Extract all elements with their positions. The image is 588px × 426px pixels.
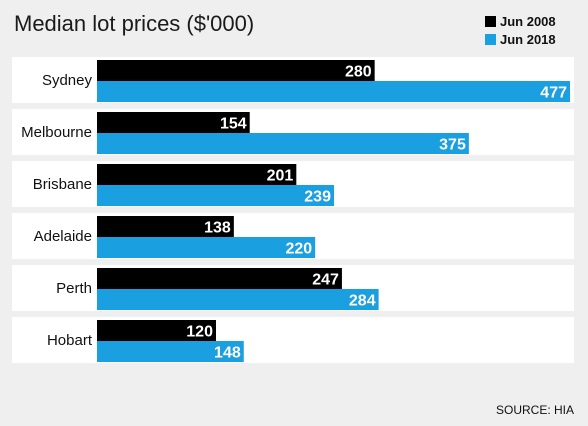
value-label-jun-2018-sydney: 477: [540, 85, 567, 102]
category-label-perth: Perth: [56, 280, 92, 297]
category-label-brisbane: Brisbane: [33, 176, 92, 193]
value-label-jun-2008-adelaide: 138: [204, 220, 231, 237]
category-label-adelaide: Adelaide: [34, 228, 92, 245]
legend-label-2008: Jun 2008: [500, 14, 556, 29]
value-label-jun-2008-perth: 247: [312, 272, 339, 289]
row-band-hobart: [12, 317, 574, 363]
bar-jun-2018-perth: [97, 289, 379, 310]
value-label-jun-2008-hobart: 120: [186, 324, 213, 341]
legend-label-2018: Jun 2018: [500, 32, 556, 47]
bar-jun-2018-melbourne: [97, 133, 469, 154]
value-label-jun-2008-brisbane: 201: [267, 168, 294, 185]
bar-jun-2008-melbourne: [97, 112, 250, 133]
bar-jun-2018-brisbane: [97, 185, 334, 206]
bar-jun-2008-brisbane: [97, 164, 297, 185]
bar-jun-2008-adelaide: [97, 216, 234, 237]
legend: Jun 2008 Jun 2018: [485, 14, 556, 47]
value-label-jun-2018-hobart: 148: [214, 345, 241, 362]
source-note: SOURCE: HIA: [496, 403, 574, 417]
value-label-jun-2008-sydney: 280: [345, 64, 372, 81]
value-label-jun-2008-melbourne: 154: [220, 116, 247, 133]
category-label-melbourne: Melbourne: [21, 124, 92, 141]
bar-jun-2018-sydney: [97, 81, 570, 102]
legend-swatch-2008: [485, 16, 496, 27]
bar-jun-2018-hobart: [97, 341, 244, 362]
category-label-sydney: Sydney: [42, 72, 93, 89]
legend-swatch-2018: [485, 34, 496, 45]
value-label-jun-2018-perth: 284: [349, 293, 376, 310]
category-label-hobart: Hobart: [47, 332, 93, 349]
bar-jun-2008-sydney: [97, 60, 375, 81]
bar-jun-2018-adelaide: [97, 237, 316, 258]
value-label-jun-2018-brisbane: 239: [304, 189, 331, 206]
value-label-jun-2018-adelaide: 220: [285, 241, 312, 258]
value-label-jun-2018-melbourne: 375: [439, 137, 466, 154]
bar-jun-2008-hobart: [97, 320, 216, 341]
chart-title: Median lot prices ($'000): [14, 11, 254, 36]
bar-jun-2008-perth: [97, 268, 342, 289]
chart-rows: Sydney 280 477 Melbourne 154 375 Brisbane 201 23…: [12, 57, 574, 363]
